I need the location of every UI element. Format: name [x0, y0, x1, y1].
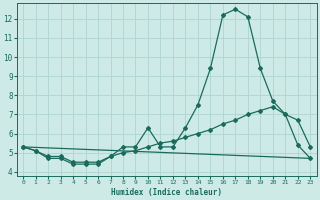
X-axis label: Humidex (Indice chaleur): Humidex (Indice chaleur) — [111, 188, 222, 197]
